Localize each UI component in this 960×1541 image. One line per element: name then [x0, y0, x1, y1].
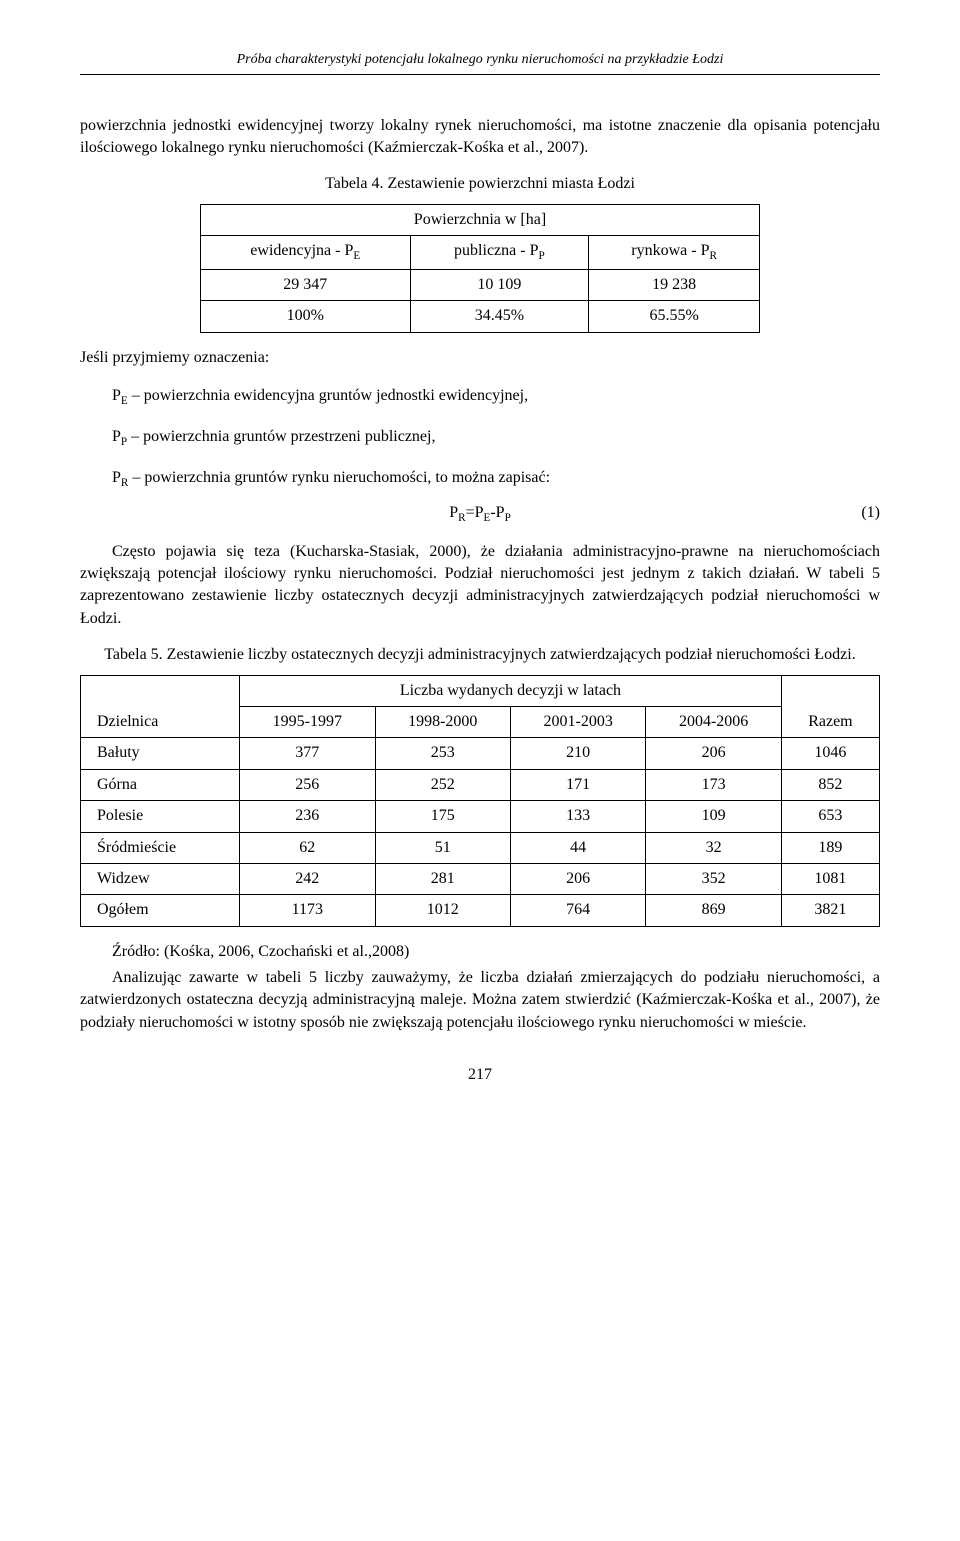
pe-sub: E	[121, 395, 128, 407]
table5-cell: 764	[510, 895, 645, 926]
table5-col-1995: 1995-1997	[240, 706, 375, 737]
table5-cell: Polesie	[81, 801, 240, 832]
paragraph-2: Często pojawia się teza (Kucharska-Stasi…	[80, 541, 880, 631]
definition-pp: PP – powierzchnia gruntów przestrzeni pu…	[112, 426, 880, 451]
table4-row: 100% 34.45% 65.55%	[201, 301, 760, 332]
table5-cell: Śródmieście	[81, 832, 240, 863]
table5-cell: 32	[646, 832, 781, 863]
equation-1: PR=PE-PP (1)	[80, 502, 880, 527]
equation-number: (1)	[861, 502, 880, 524]
table5-cell: 242	[240, 863, 375, 894]
table5-cell: 869	[646, 895, 781, 926]
table5-col-2004: 2004-2006	[646, 706, 781, 737]
col2-prefix: publiczna - P	[454, 242, 538, 259]
table4-cell: 65.55%	[589, 301, 760, 332]
table4-col3-header: rynkowa - PR	[589, 236, 760, 270]
table5-col-1998: 1998-2000	[375, 706, 510, 737]
table5-cell: 173	[646, 769, 781, 800]
table5-cell: 852	[781, 769, 879, 800]
table5-cell: Górna	[81, 769, 240, 800]
table5-cell: 171	[510, 769, 645, 800]
col3-prefix: rynkowa - P	[631, 242, 709, 259]
table4-caption: Tabela 4. Zestawienie powierzchni miasta…	[80, 173, 880, 195]
running-header: Próba charakterystyki potencjału lokalne…	[80, 50, 880, 75]
definitions-lead: Jeśli przyjmiemy oznaczenia:	[80, 347, 880, 369]
col3-sub: R	[709, 250, 716, 262]
table4-cell: 19 238	[589, 270, 760, 301]
eq-t2-prefix: P	[496, 504, 505, 521]
table5-cell: 653	[781, 801, 879, 832]
table5-cell: 1173	[240, 895, 375, 926]
table5-cell: 206	[510, 863, 645, 894]
pp-text: – powierzchnia gruntów przestrzeni publi…	[127, 428, 435, 445]
page-number: 217	[80, 1064, 880, 1086]
table5-cell: 1081	[781, 863, 879, 894]
table5-cell: 206	[646, 738, 781, 769]
table5-cell: 281	[375, 863, 510, 894]
pr-text: – powierzchnia gruntów rynku nieruchomoś…	[128, 469, 550, 486]
pe-prefix: P	[112, 387, 121, 404]
table4-group-header: Powierzchnia w [ha]	[201, 204, 760, 235]
table4-row: 29 347 10 109 19 238	[201, 270, 760, 301]
table4-cell: 10 109	[410, 270, 589, 301]
col1-sub: E	[353, 250, 360, 262]
table5-cell: 62	[240, 832, 375, 863]
table5-row: Widzew 242 281 206 352 1081	[81, 863, 880, 894]
table5-cell: 175	[375, 801, 510, 832]
table5-cell: 189	[781, 832, 879, 863]
table5-cell: 133	[510, 801, 645, 832]
table5-cell: 252	[375, 769, 510, 800]
table5-cell: 377	[240, 738, 375, 769]
eq-eq: =	[466, 504, 475, 521]
table4: Powierzchnia w [ha] ewidencyjna - PE pub…	[200, 204, 760, 333]
table5-row: Bałuty 377 253 210 206 1046	[81, 738, 880, 769]
paragraph-3: Analizując zawarte w tabeli 5 liczby zau…	[80, 967, 880, 1034]
col2-sub: P	[538, 250, 544, 262]
table5-cell: Ogółem	[81, 895, 240, 926]
table5-col-razem: Razem	[781, 675, 879, 738]
table4-cell: 29 347	[201, 270, 411, 301]
table5-cell: 3821	[781, 895, 879, 926]
table5-cell: 1012	[375, 895, 510, 926]
table4-col2-header: publiczna - PP	[410, 236, 589, 270]
pe-text: – powierzchnia ewidencyjna gruntów jedno…	[128, 387, 528, 404]
table5-group-header: Liczba wydanych decyzji w latach	[240, 675, 782, 706]
table5-cell: 236	[240, 801, 375, 832]
table5-cell: Bałuty	[81, 738, 240, 769]
table4-cell: 100%	[201, 301, 411, 332]
eq-t1-prefix: P	[475, 504, 484, 521]
table5-cell: 352	[646, 863, 781, 894]
table5-cell: 253	[375, 738, 510, 769]
eq-t2-sub: P	[505, 512, 511, 524]
table5-row: Górna 256 252 171 173 852	[81, 769, 880, 800]
definition-pr: PR – powierzchnia gruntów rynku nierucho…	[112, 467, 880, 492]
table5-cell: 44	[510, 832, 645, 863]
col1-prefix: ewidencyjna - P	[250, 242, 353, 259]
table5-row: Ogółem 1173 1012 764 869 3821	[81, 895, 880, 926]
table5-row: Śródmieście 62 51 44 32 189	[81, 832, 880, 863]
source-line: Źródło: (Kośka, 2006, Czochański et al.,…	[80, 941, 880, 963]
eq-lhs-prefix: P	[449, 504, 458, 521]
table5-caption: Tabela 5. Zestawienie liczby ostatecznyc…	[80, 644, 880, 666]
table4-cell: 34.45%	[410, 301, 589, 332]
eq-lhs-sub: R	[458, 512, 465, 524]
table5: Dzielnica Liczba wydanych decyzji w lata…	[80, 675, 880, 927]
table5-col-2001: 2001-2003	[510, 706, 645, 737]
table5-cell: 210	[510, 738, 645, 769]
table5-row: Polesie 236 175 133 109 653	[81, 801, 880, 832]
intro-paragraph: powierzchnia jednostki ewidencyjnej twor…	[80, 115, 880, 160]
table5-cell: Widzew	[81, 863, 240, 894]
pp-prefix: P	[112, 428, 121, 445]
table5-cell: 256	[240, 769, 375, 800]
table5-cell: 51	[375, 832, 510, 863]
table5-cell: 1046	[781, 738, 879, 769]
table4-col1-header: ewidencyjna - PE	[201, 236, 411, 270]
table5-col-dzielnica: Dzielnica	[81, 675, 240, 738]
table5-cell: 109	[646, 801, 781, 832]
definition-pe: PE – powierzchnia ewidencyjna gruntów je…	[112, 385, 880, 410]
pr-prefix: P	[112, 469, 121, 486]
